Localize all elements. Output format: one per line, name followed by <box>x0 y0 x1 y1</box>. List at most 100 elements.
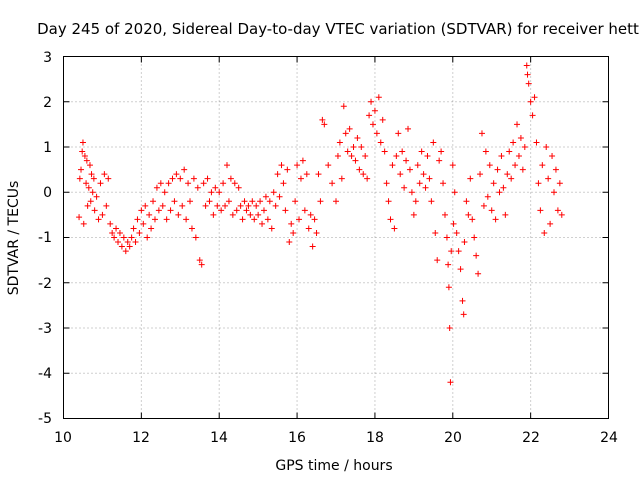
data-point <box>473 252 480 259</box>
data-point <box>385 198 392 205</box>
data-point <box>450 220 457 227</box>
plot-frame <box>63 56 609 419</box>
data-point <box>305 225 312 232</box>
data-point <box>200 180 207 187</box>
data-point <box>391 225 398 232</box>
data-point <box>531 94 538 101</box>
data-point <box>510 139 517 146</box>
y-tick-labels: 3 2 1 0 -1 -2 -3 -4 -5 <box>38 50 52 427</box>
data-point <box>83 180 90 187</box>
data-point <box>496 189 503 196</box>
data-point <box>446 325 453 331</box>
y-tick-label: -3 <box>38 321 52 337</box>
data-point <box>541 229 548 236</box>
data-point <box>297 175 304 182</box>
data-point <box>280 180 287 187</box>
data-point <box>428 198 435 205</box>
data-point <box>517 134 524 141</box>
data-point <box>500 184 507 191</box>
data-point <box>469 216 476 223</box>
y-tick-label: 2 <box>43 95 52 111</box>
data-point <box>471 234 478 241</box>
data-point <box>262 193 269 200</box>
data-point <box>424 153 431 160</box>
data-point <box>408 189 415 196</box>
data-point <box>432 229 439 236</box>
data-point <box>140 220 147 227</box>
y-axis-label: SDTVAR / TECUs <box>6 181 22 296</box>
data-point <box>440 180 447 187</box>
data-point <box>220 180 227 187</box>
data-point <box>364 175 371 182</box>
y-tick-label: 1 <box>43 140 52 156</box>
data-point <box>179 202 186 209</box>
data-point <box>233 207 240 214</box>
data-point <box>523 62 530 69</box>
data-point <box>130 225 137 232</box>
data-point <box>551 189 557 196</box>
data-point <box>264 216 271 223</box>
data-point <box>533 139 540 146</box>
data-point <box>225 198 232 205</box>
data-point <box>478 130 485 137</box>
x-tick-labels: 10 12 14 16 18 20 22 24 <box>54 430 618 446</box>
x-axis-label: GPS time / hours <box>275 458 392 474</box>
data-point <box>163 216 170 223</box>
y-tick-label: -2 <box>38 276 52 292</box>
data-point <box>89 189 96 196</box>
data-point <box>87 198 94 205</box>
data-point <box>120 234 127 241</box>
data-point <box>447 379 454 386</box>
data-point <box>276 193 283 200</box>
data-point <box>375 94 382 101</box>
data-point <box>506 148 513 155</box>
data-point <box>445 261 452 268</box>
data-point <box>354 134 361 141</box>
data-point <box>93 193 100 200</box>
data-point <box>377 139 384 146</box>
data-point <box>299 157 306 164</box>
data-point <box>101 171 108 178</box>
data-point <box>350 144 357 150</box>
data-point <box>430 139 437 146</box>
data-point <box>369 121 376 128</box>
data-point <box>109 229 116 236</box>
data-point <box>257 198 264 205</box>
data-point <box>81 153 88 160</box>
data-point <box>188 225 195 232</box>
data-point <box>105 175 112 182</box>
data-point <box>381 148 388 155</box>
data-point <box>292 198 299 205</box>
data-point <box>451 189 458 196</box>
data-point <box>95 216 102 223</box>
data-point <box>210 211 217 218</box>
data-point <box>529 112 536 119</box>
data-point <box>218 207 225 214</box>
data-point <box>214 202 221 209</box>
data-point <box>537 207 544 214</box>
data-point <box>547 220 554 227</box>
data-point <box>317 198 324 205</box>
data-point <box>290 229 297 236</box>
data-point <box>132 239 139 246</box>
data-point <box>455 248 462 255</box>
data-point <box>311 216 318 223</box>
data-point <box>296 216 303 223</box>
data-point <box>527 98 534 105</box>
data-point <box>243 207 250 214</box>
data-point <box>334 153 341 160</box>
data-point <box>371 107 378 114</box>
data-point <box>502 211 509 218</box>
data-point <box>418 148 425 155</box>
data-points <box>76 62 565 386</box>
data-point <box>266 198 273 205</box>
data-point <box>443 234 450 241</box>
data-point <box>190 175 197 182</box>
data-point <box>397 171 404 178</box>
data-point <box>389 162 396 169</box>
data-point <box>549 153 556 160</box>
data-point <box>83 157 90 164</box>
data-point <box>185 180 192 187</box>
data-point <box>245 202 252 209</box>
